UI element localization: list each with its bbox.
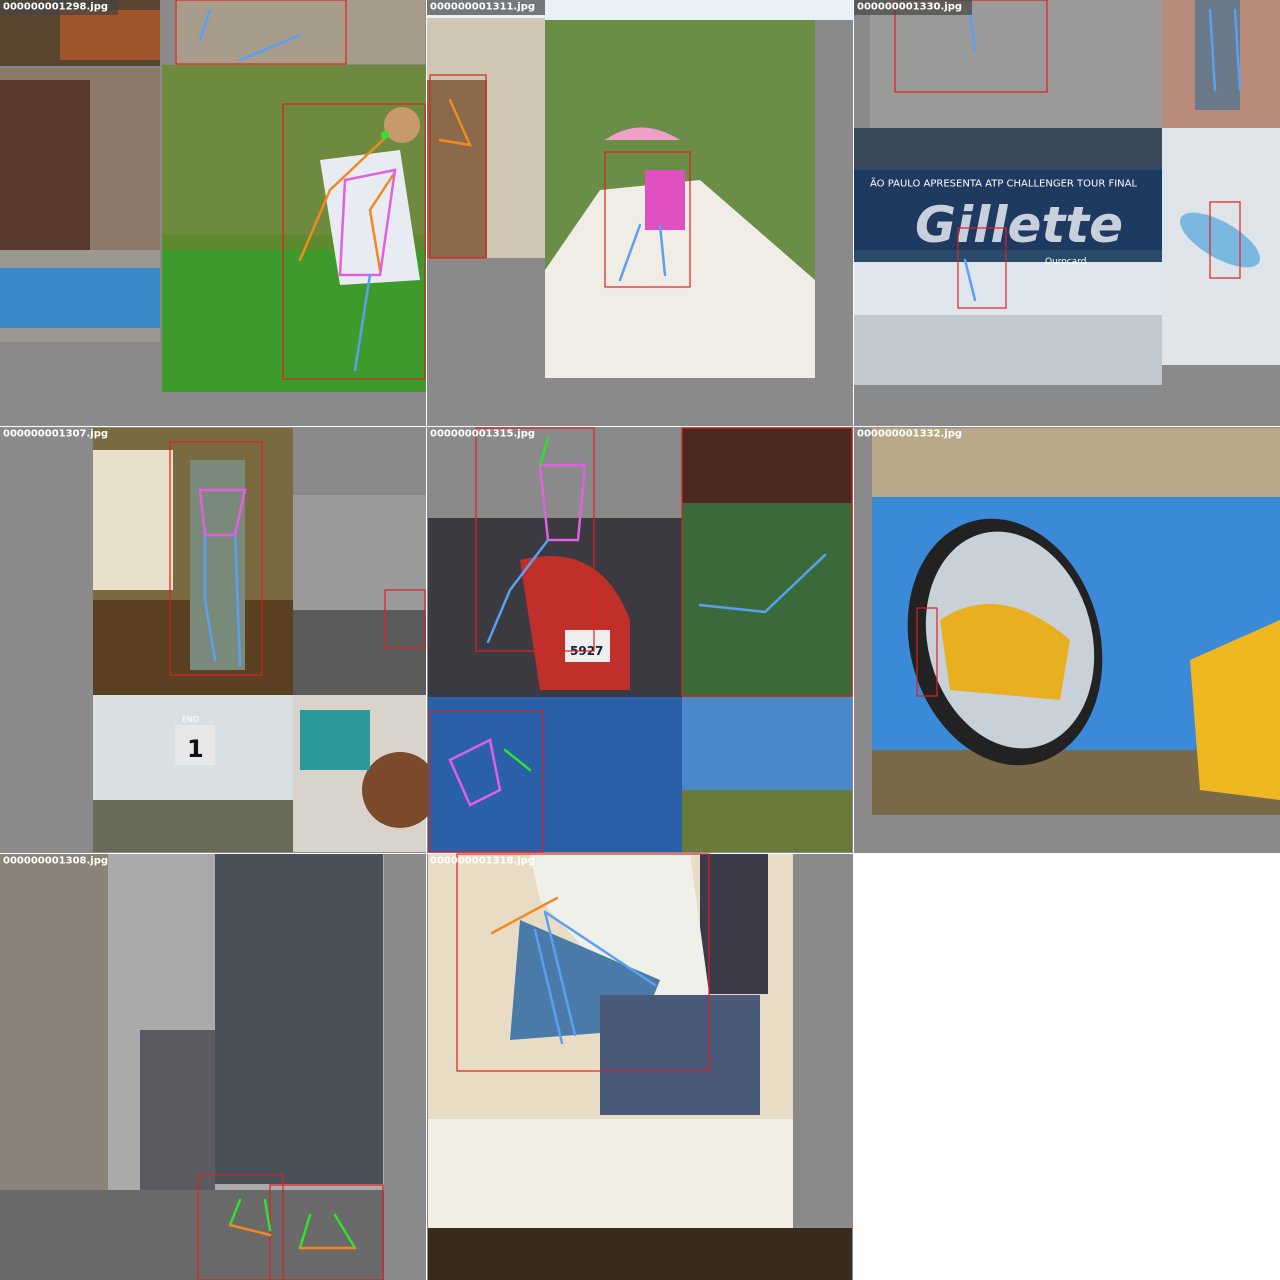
tile-label: 000000001311.jpg bbox=[430, 1, 535, 12]
tile-label: 000000001332.jpg bbox=[857, 428, 962, 439]
tile-5: 5927 bbox=[428, 427, 853, 853]
tile-1 bbox=[0, 0, 426, 392]
tile-4: END 1 bbox=[93, 428, 438, 852]
tile-label: 000000001330.jpg bbox=[857, 1, 962, 12]
tile-label: 000000001298.jpg bbox=[3, 1, 108, 12]
banner-text: ÃO PAULO APRESENTA ATP CHALLENGER TOUR F… bbox=[870, 176, 1137, 189]
sign-text: END bbox=[182, 715, 199, 724]
tile-2 bbox=[427, 0, 853, 378]
sponsor-text: Ourocard bbox=[1045, 257, 1087, 267]
tile-6 bbox=[872, 428, 1280, 815]
tile-label: 000000001318.jpg bbox=[430, 855, 535, 866]
tile-label: 000000001307.jpg bbox=[3, 428, 108, 439]
tile-8 bbox=[428, 853, 852, 1280]
tile-labels: 000000001298.jpg 000000001311.jpg 000000… bbox=[0, 0, 972, 866]
tile-3: ÃO PAULO APRESENTA ATP CHALLENGER TOUR F… bbox=[854, 0, 1280, 385]
tile-label: 000000001308.jpg bbox=[3, 855, 108, 866]
sign-number: 1 bbox=[187, 735, 204, 763]
tile-7 bbox=[0, 854, 384, 1280]
tile-label: 000000001315.jpg bbox=[430, 428, 535, 439]
logo-text: Gillette bbox=[915, 196, 1123, 254]
